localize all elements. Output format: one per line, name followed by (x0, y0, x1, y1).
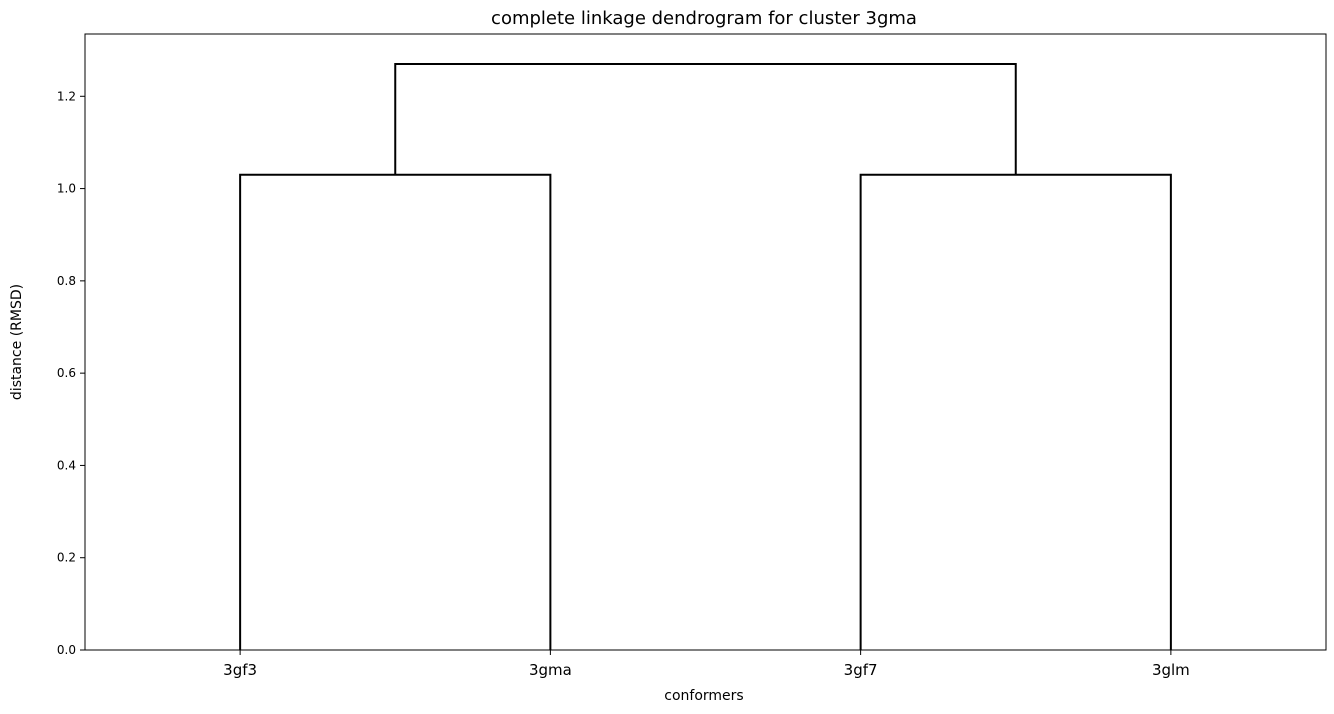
y-tick-label: 0.2 (57, 551, 76, 565)
y-tick-label: 0.6 (57, 366, 76, 380)
y-tick-label: 1.2 (57, 89, 76, 103)
leaf-label: 3gf7 (844, 661, 878, 679)
leaf-label: 3gf3 (223, 661, 257, 679)
y-tick-label: 1.0 (57, 182, 76, 196)
chart-title: complete linkage dendrogram for cluster … (491, 8, 917, 29)
dendrogram-link (394, 62, 1017, 175)
y-tick-label: 0.4 (57, 458, 76, 472)
y-axis-label: distance (RMSD) (9, 284, 25, 400)
leaf-label: 3gma (529, 661, 572, 679)
y-tick-label: 0.0 (57, 643, 76, 657)
plot-frame (84, 33, 1327, 651)
y-tick-label: 0.8 (57, 274, 76, 288)
dendrogram-link (239, 173, 552, 650)
dendrogram-link (859, 173, 1172, 650)
leaf-label: 3glm (1152, 661, 1190, 679)
x-axis-label: conformers (664, 688, 743, 704)
